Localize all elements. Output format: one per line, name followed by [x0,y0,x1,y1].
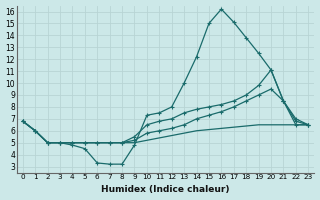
X-axis label: Humidex (Indice chaleur): Humidex (Indice chaleur) [101,185,230,194]
